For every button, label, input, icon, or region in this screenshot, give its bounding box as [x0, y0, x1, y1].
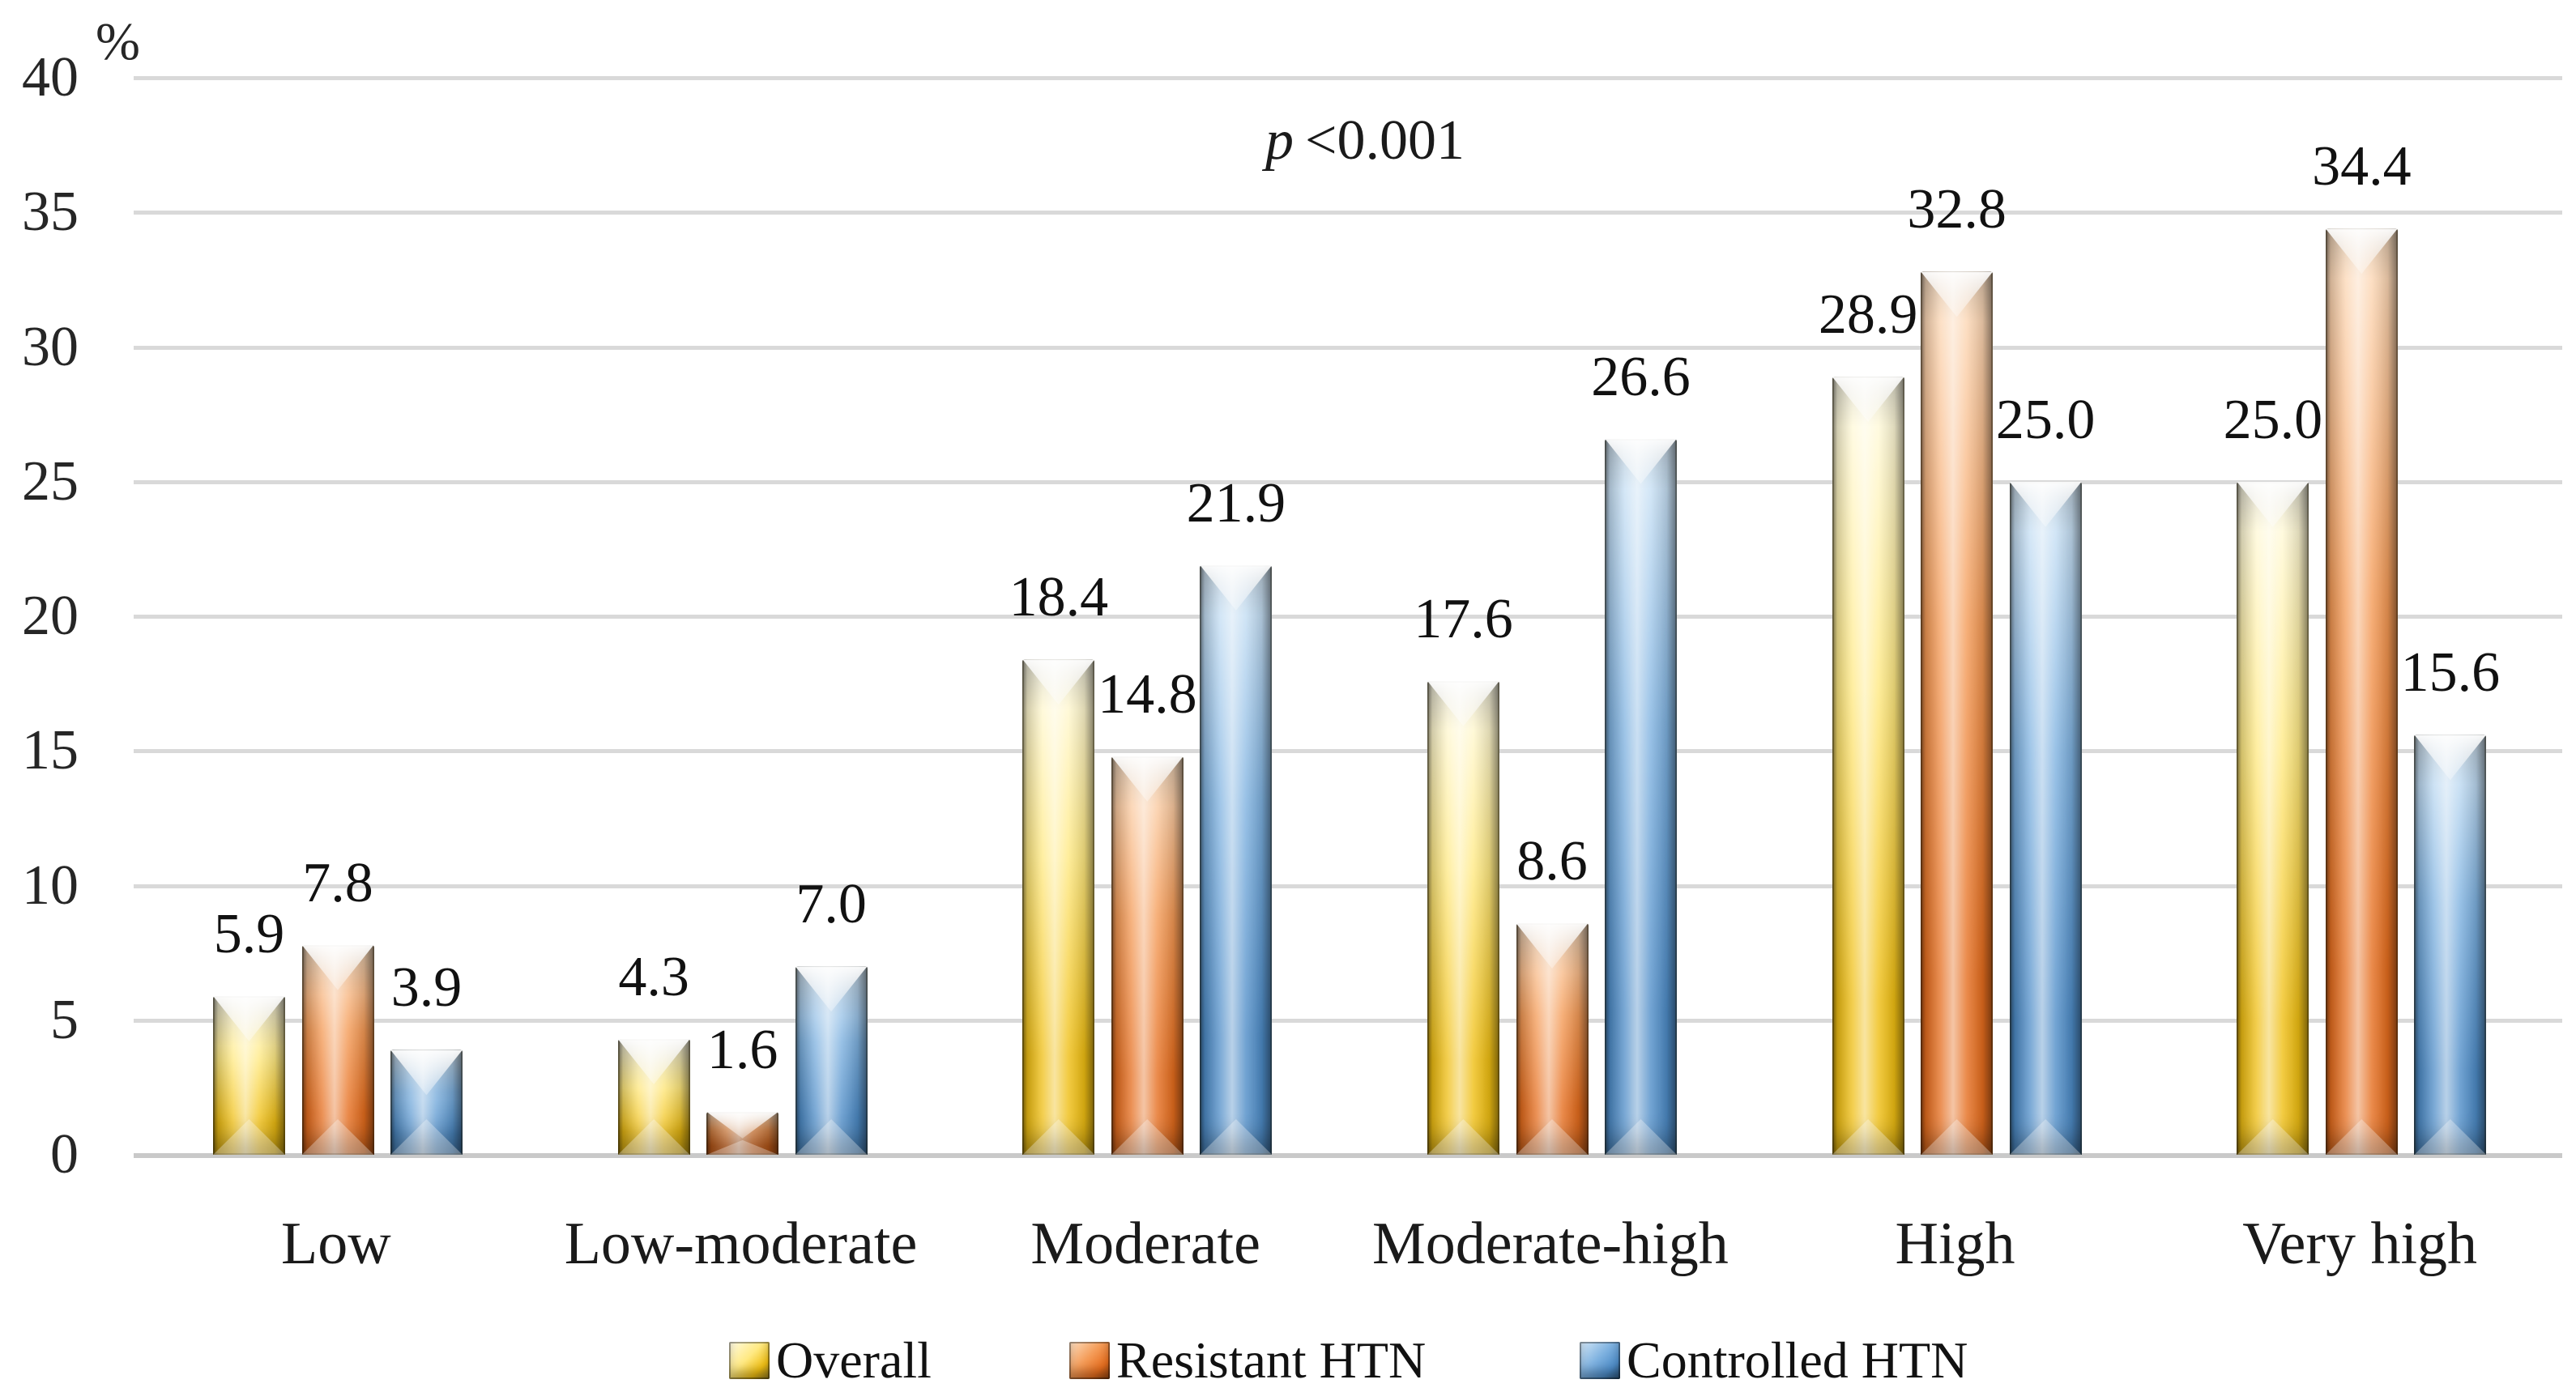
p-value-symbol: p	[1265, 109, 1294, 172]
bar-value-label: 14.8	[1098, 662, 1197, 726]
x-axis-line	[134, 1153, 2562, 1158]
legend-label-overall: Overall	[776, 1331, 932, 1388]
gridline	[134, 615, 2562, 619]
bar-value-label: 7.0	[795, 873, 867, 936]
p-value-text: <0.001	[1305, 109, 1465, 172]
x-axis-category-label: Moderate-high	[1371, 1211, 1729, 1277]
gridline	[134, 76, 2562, 80]
y-axis-tick-label: 5	[50, 988, 79, 1051]
bar-resistant-htn-moderate	[1111, 756, 1184, 1155]
bar-controlled-htn-moderate	[1200, 564, 1273, 1155]
bar-resistant-htn-low-moderate	[706, 1111, 779, 1155]
y-axis-tick-label: 0	[50, 1123, 79, 1186]
bar-overall-low-moderate	[617, 1039, 690, 1155]
y-axis-tick-label: 30	[22, 315, 79, 378]
bar-value-label: 8.6	[1516, 830, 1588, 893]
y-axis-tick-label: 20	[22, 585, 79, 647]
legend-marker-overall	[729, 1342, 770, 1379]
y-axis-tick-label: 15	[22, 719, 79, 782]
y-axis-tick-label: 25	[22, 449, 79, 513]
gridline	[134, 883, 2562, 888]
p-value-annotation: p <0.001	[1265, 111, 1465, 171]
bar-overall-high	[1832, 377, 1904, 1155]
bar-value-label: 18.4	[1009, 566, 1109, 629]
bar-overall-very-high	[2237, 481, 2309, 1155]
y-axis-tick-label: 10	[22, 854, 79, 917]
bar-overall-moderate	[1022, 659, 1095, 1155]
bar-value-label: 3.9	[390, 956, 463, 1020]
bar-resistant-htn-low	[301, 944, 374, 1155]
bar-value-label: 17.6	[1414, 587, 1513, 650]
x-axis-category-label: Moderate	[1030, 1211, 1260, 1277]
bar-controlled-htn-low-moderate	[795, 966, 868, 1155]
legend-marker-resistant-htn	[1069, 1342, 1110, 1379]
bar-value-label: 15.6	[2400, 641, 2501, 705]
bar-value-label: 4.3	[618, 946, 689, 1009]
bar-value-label: 25.0	[2223, 388, 2323, 451]
x-axis-category-label: Low-moderate	[564, 1211, 918, 1277]
bar-value-label: 34.4	[2312, 135, 2412, 198]
bar-value-label: 26.6	[1591, 345, 1691, 408]
bar-overall-low	[213, 995, 285, 1155]
y-axis-tick-label: 35	[22, 181, 79, 244]
legend-marker-controlled-htn	[1580, 1342, 1620, 1379]
gridline	[134, 1018, 2562, 1023]
bar-value-label: 5.9	[213, 902, 285, 965]
bar-value-label: 21.9	[1186, 471, 1286, 534]
bar-controlled-htn-very-high	[2414, 734, 2487, 1155]
bar-value-label: 7.8	[302, 851, 373, 914]
legend-label-controlled-htn: Controlled HTN	[1627, 1331, 1968, 1388]
bar-resistant-htn-high	[1921, 271, 1994, 1155]
bar-value-label: 1.6	[706, 1018, 778, 1081]
bar-value-label: 25.0	[1995, 388, 2096, 451]
gridline	[134, 345, 2562, 350]
bar-controlled-htn-low	[390, 1050, 463, 1155]
x-axis-category-label: High	[1895, 1211, 2015, 1277]
y-axis-tick-label: 40	[22, 46, 79, 109]
gridline	[134, 479, 2562, 484]
bar-value-label: 32.8	[1907, 178, 2007, 241]
x-axis-category-label: Low	[281, 1211, 391, 1277]
bar-resistant-htn-very-high	[2325, 228, 2398, 1155]
bar-controlled-htn-moderate-high	[1605, 438, 1677, 1155]
x-axis-category-label: Very high	[2242, 1211, 2478, 1277]
bar-overall-moderate-high	[1427, 680, 1499, 1155]
bar-controlled-htn-high	[2009, 481, 2082, 1155]
bar-resistant-htn-moderate-high	[1516, 923, 1589, 1155]
legend-label-resistant-htn: Resistant HTN	[1116, 1331, 1427, 1388]
bar-value-label: 28.9	[1818, 283, 1918, 347]
y-axis-unit-label: %	[96, 12, 140, 71]
gridline	[134, 749, 2562, 754]
gridline	[134, 211, 2562, 215]
